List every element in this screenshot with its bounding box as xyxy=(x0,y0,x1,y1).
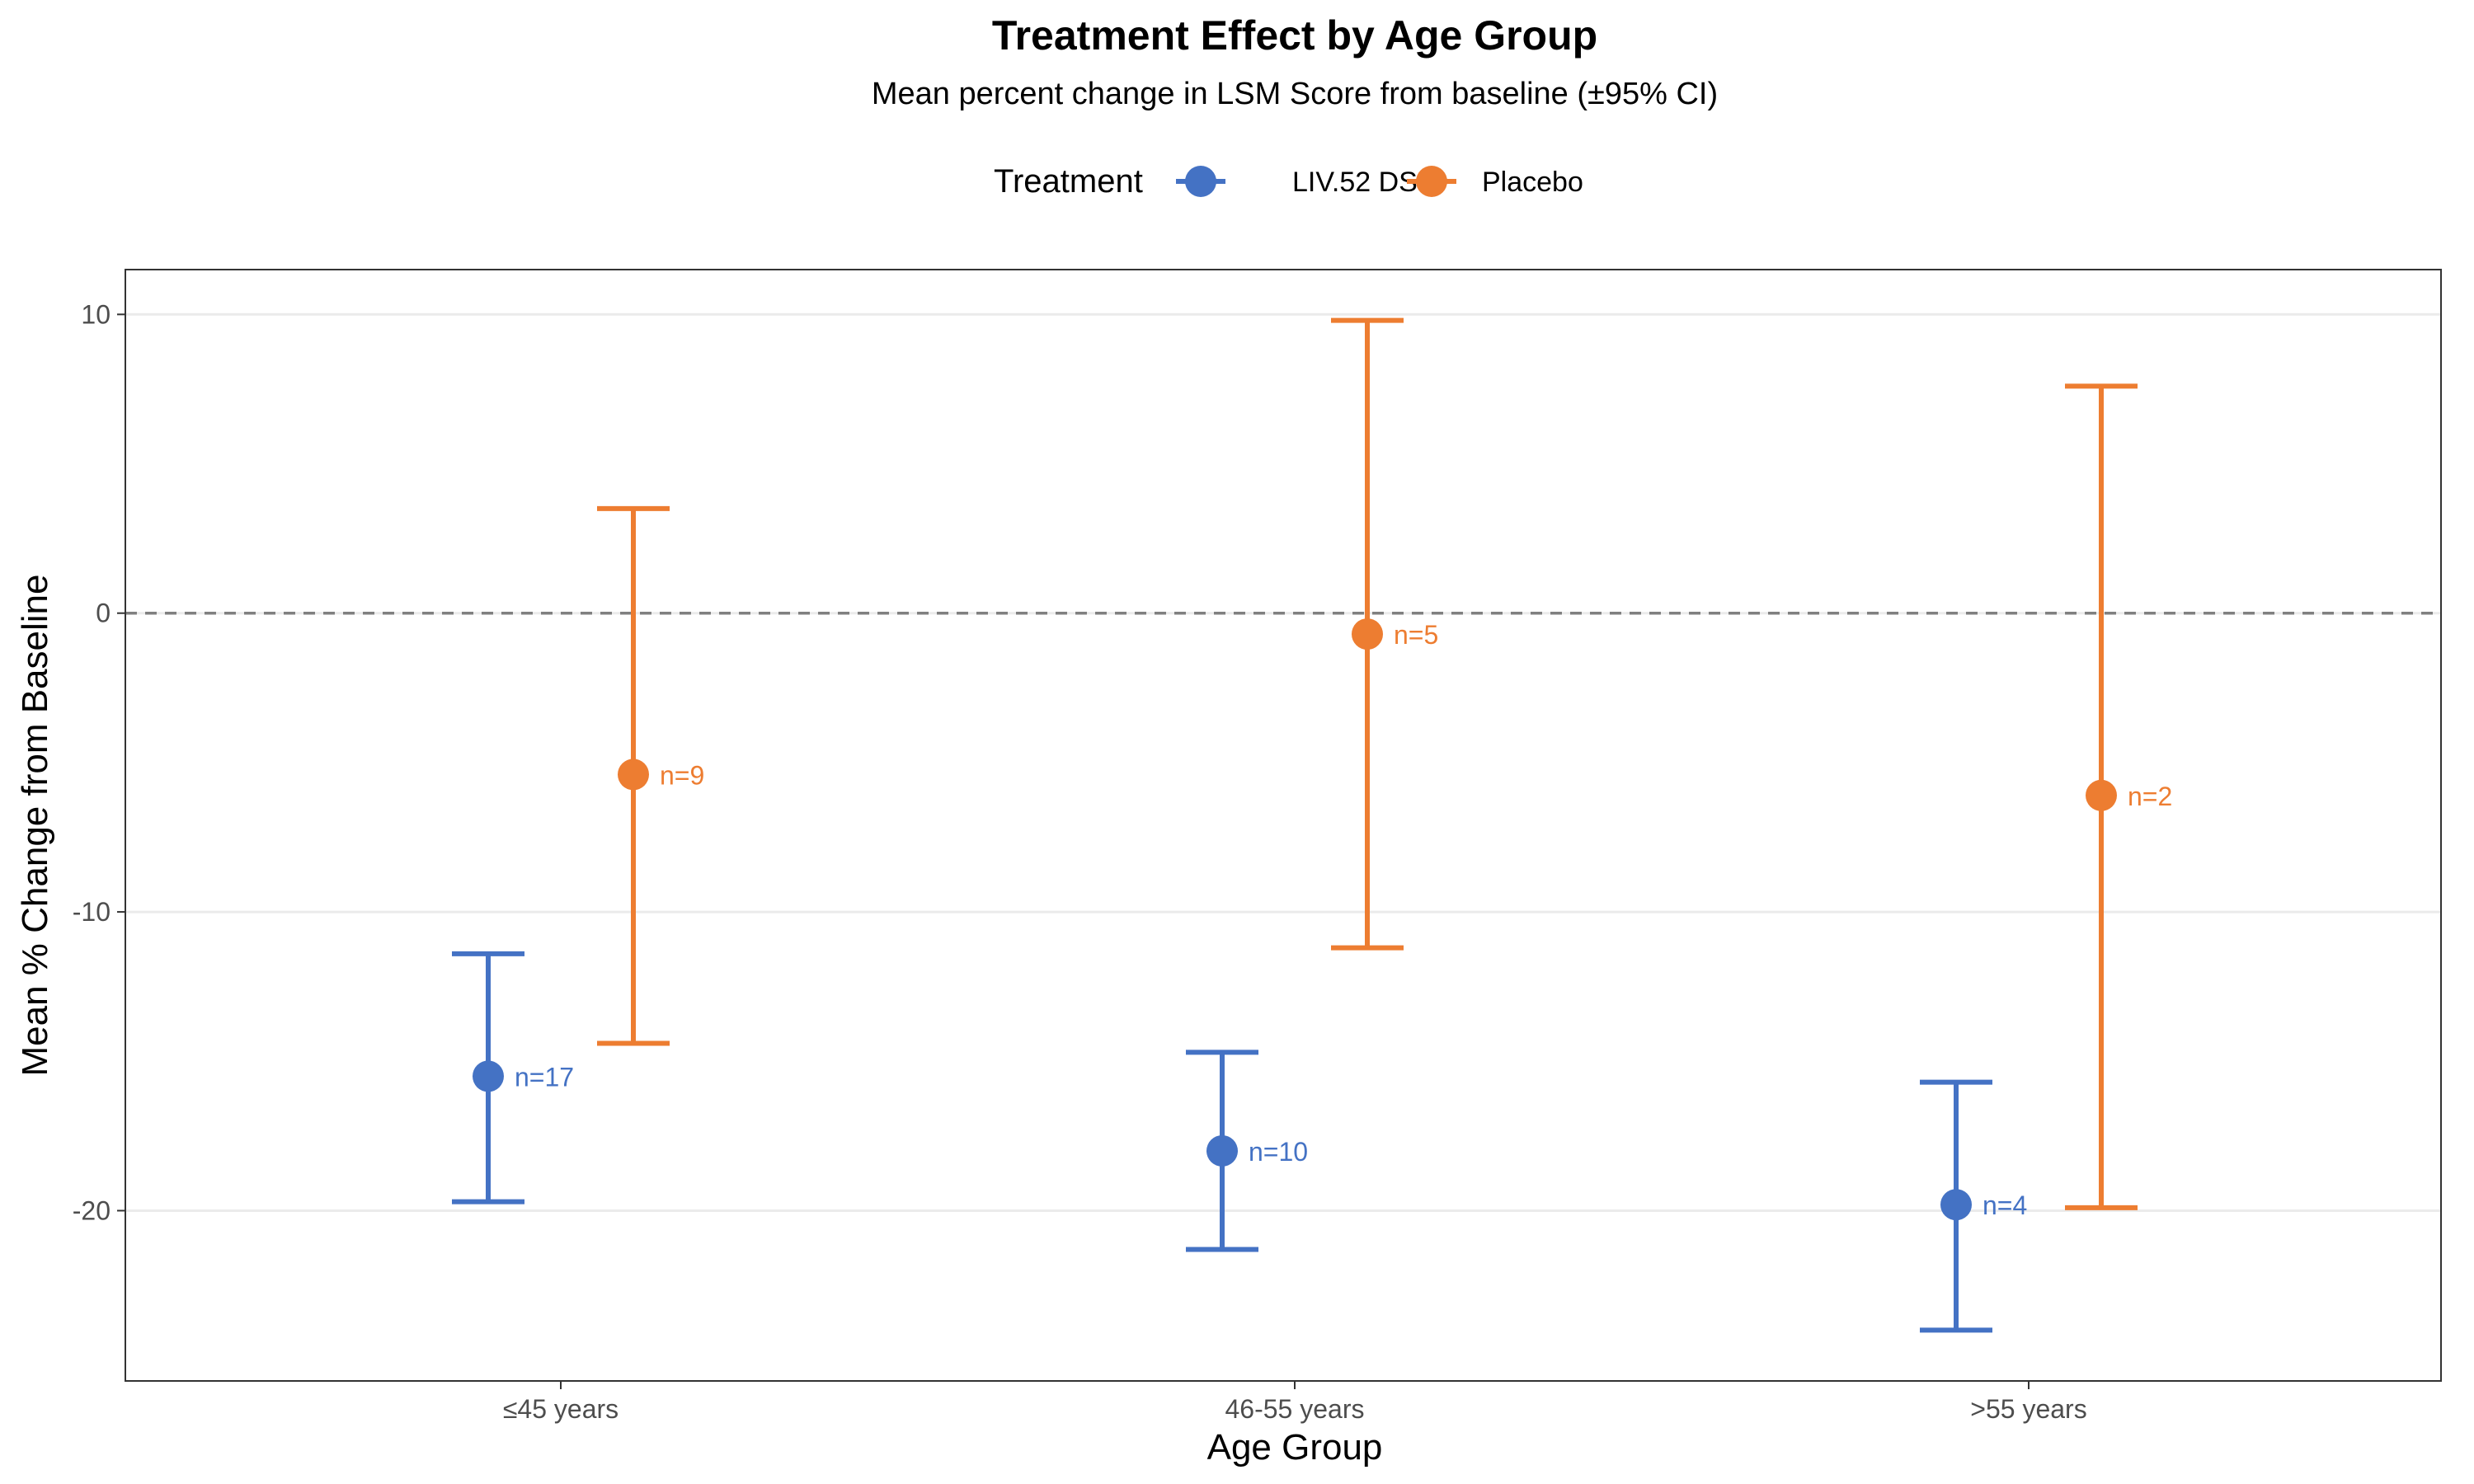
n-label: n=5 xyxy=(1394,620,1438,650)
y-axis-title: Mean % Change from Baseline xyxy=(15,575,55,1077)
y-tick-label: 10 xyxy=(81,299,111,329)
x-axis-title: Age Group xyxy=(1207,1427,1383,1468)
plot-border xyxy=(125,269,2442,1382)
n-label: n=17 xyxy=(515,1062,574,1092)
n-label: n=4 xyxy=(1982,1190,2027,1220)
legend-title: Treatment xyxy=(994,163,1143,200)
x-tick-label: ≤45 years xyxy=(503,1394,618,1424)
legend: Treatment LIV.52 DS Placebo xyxy=(994,163,1583,200)
legend-label: LIV.52 DS xyxy=(1292,167,1418,198)
x-tick-label: >55 years xyxy=(1970,1394,2086,1424)
n-label: n=10 xyxy=(1249,1137,1308,1167)
error-bar-group: n=5 xyxy=(1331,317,1438,951)
mean-point xyxy=(1352,618,1383,650)
error-bar-group: n=10 xyxy=(1186,1050,1308,1252)
mean-point xyxy=(618,758,649,791)
legend-key-point xyxy=(1185,166,1216,197)
legend-key-point xyxy=(1416,166,1447,197)
y-tick-label: -20 xyxy=(73,1195,111,1225)
error-bar-group: n=17 xyxy=(452,951,574,1205)
n-label: n=9 xyxy=(660,760,704,790)
mean-point xyxy=(1206,1134,1238,1167)
plot-panel xyxy=(125,270,2441,1381)
mean-point xyxy=(1940,1189,1972,1221)
legend-label: Placebo xyxy=(1482,167,1583,198)
legend-item: LIV.52 DS xyxy=(1176,166,1418,198)
y-tick-label: 0 xyxy=(96,599,111,628)
mean-point xyxy=(473,1060,504,1092)
mean-point xyxy=(2086,779,2117,811)
x-tick-label: 46-55 years xyxy=(1225,1394,1365,1424)
error-bar-group: n=9 xyxy=(597,505,704,1046)
chart-subtitle: Mean percent change in LSM Score from ba… xyxy=(872,77,1718,111)
legend-item: Placebo xyxy=(1407,166,1583,198)
n-label: n=2 xyxy=(2128,782,2172,811)
error-bar-group: n=4 xyxy=(1920,1079,2027,1333)
error-bar-group: n=2 xyxy=(2065,383,2172,1210)
y-tick-label: -10 xyxy=(73,897,111,927)
chart-title: Treatment Effect by Age Group xyxy=(992,12,1597,59)
